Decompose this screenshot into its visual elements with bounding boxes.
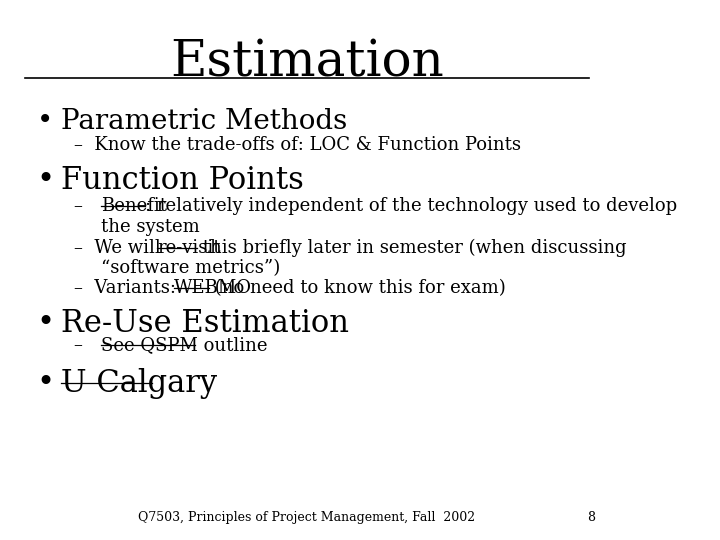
Text: See QSPM outline: See QSPM outline — [102, 336, 268, 354]
Text: •: • — [37, 108, 53, 135]
Text: Benefit: Benefit — [102, 197, 167, 215]
Text: “software metrics”): “software metrics”) — [102, 259, 281, 277]
Text: •: • — [37, 165, 55, 195]
Text: the system: the system — [102, 218, 200, 235]
Text: Q7503, Principles of Project Management, Fall  2002: Q7503, Principles of Project Management,… — [138, 511, 475, 524]
Text: this briefly later in semester (when discussing: this briefly later in semester (when dis… — [197, 239, 626, 257]
Text: Function Points: Function Points — [61, 165, 305, 195]
Text: U Calgary: U Calgary — [61, 368, 217, 399]
Text: –  We will: – We will — [73, 239, 166, 256]
Text: –  Know the trade-offs of: LOC & Function Points: – Know the trade-offs of: LOC & Function… — [73, 136, 521, 154]
Text: Re-Use Estimation: Re-Use Estimation — [61, 308, 349, 339]
Text: Estimation: Estimation — [170, 38, 444, 87]
Text: (no need to know this for exam): (no need to know this for exam) — [209, 279, 505, 297]
Text: : relatively independent of the technology used to develop: : relatively independent of the technolo… — [145, 197, 678, 215]
Text: WEBMO: WEBMO — [174, 279, 252, 297]
Text: –: – — [73, 197, 94, 215]
Text: 8: 8 — [588, 511, 595, 524]
Text: –: – — [73, 336, 94, 354]
Text: •: • — [37, 368, 55, 399]
Text: re-visit: re-visit — [157, 239, 220, 256]
Text: Parametric Methods: Parametric Methods — [61, 108, 348, 135]
Text: –  Variants:: – Variants: — [73, 279, 181, 297]
Text: •: • — [37, 308, 55, 339]
